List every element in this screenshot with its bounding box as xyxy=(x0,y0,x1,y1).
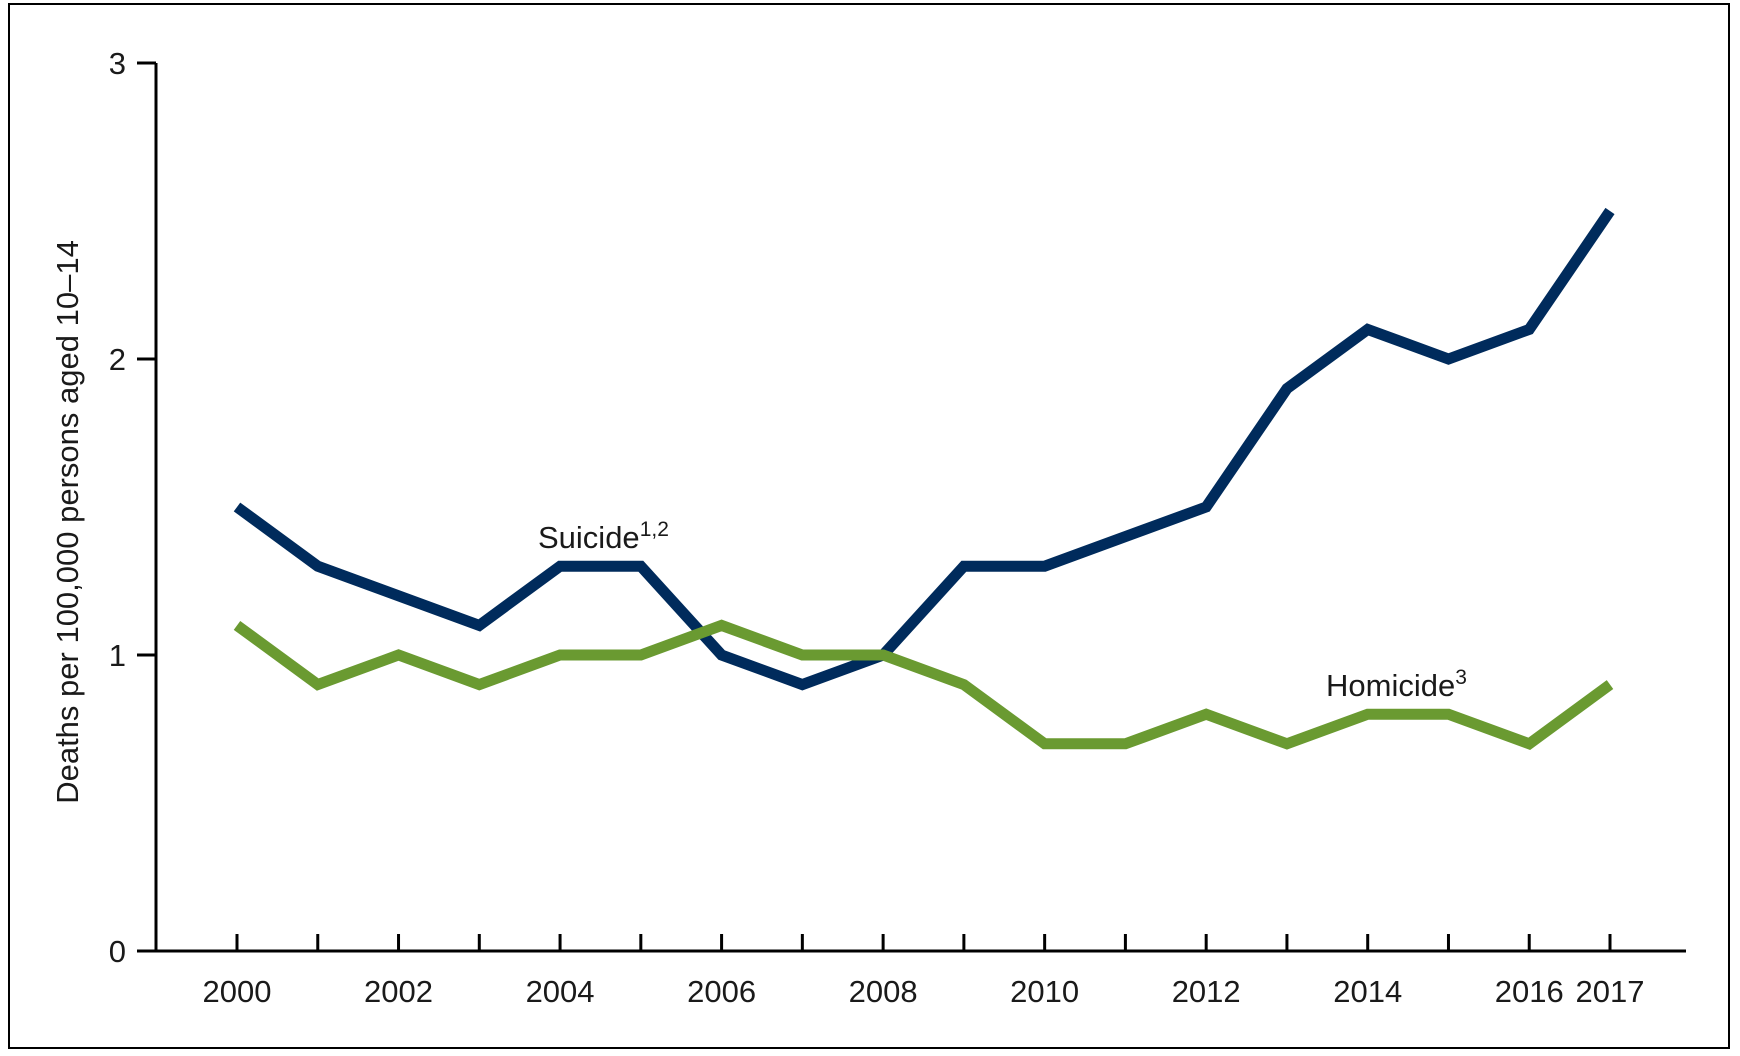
x-tick-label: 2014 xyxy=(1333,974,1402,1009)
x-tick-label: 2010 xyxy=(1010,974,1079,1009)
x-tick-label: 2008 xyxy=(849,974,918,1009)
x-tick-label: 2002 xyxy=(364,974,433,1009)
series-lines xyxy=(233,207,1615,750)
series-label-suicide-superscript: 1,2 xyxy=(640,518,669,541)
chart-frame xyxy=(8,3,1730,1049)
y-tick-label: 3 xyxy=(109,46,126,81)
x-tick-label: 2016 xyxy=(1495,974,1564,1009)
x-tick-label: 2004 xyxy=(526,974,595,1009)
y-tick-label: 1 xyxy=(109,638,126,673)
y-tick-label: 2 xyxy=(109,342,126,377)
series-label-homicide: Homicide3 xyxy=(1326,666,1467,703)
x-tick-label: 2006 xyxy=(687,974,756,1009)
axes: 0 1 2 3 2000 2002 2004 2006 2008 2010 2012 2014 2016… xyxy=(109,46,1686,1009)
series-label-suicide-name: Suicide xyxy=(538,520,640,555)
x-tick-label: 2000 xyxy=(203,974,272,1009)
y-axis-title: Deaths per 100,000 persons aged 10–14 xyxy=(50,240,85,804)
series-line-suicide xyxy=(233,207,1615,691)
series-label-homicide-superscript: 3 xyxy=(1455,666,1467,689)
series-label-suicide: Suicide1,2 xyxy=(538,518,669,555)
series-label-homicide-name: Homicide xyxy=(1326,668,1455,703)
x-tick-label: 2012 xyxy=(1172,974,1241,1009)
series-line-homicide xyxy=(233,619,1614,750)
y-tick-label: 0 xyxy=(109,934,126,969)
x-tick-label: 2017 xyxy=(1576,974,1645,1009)
